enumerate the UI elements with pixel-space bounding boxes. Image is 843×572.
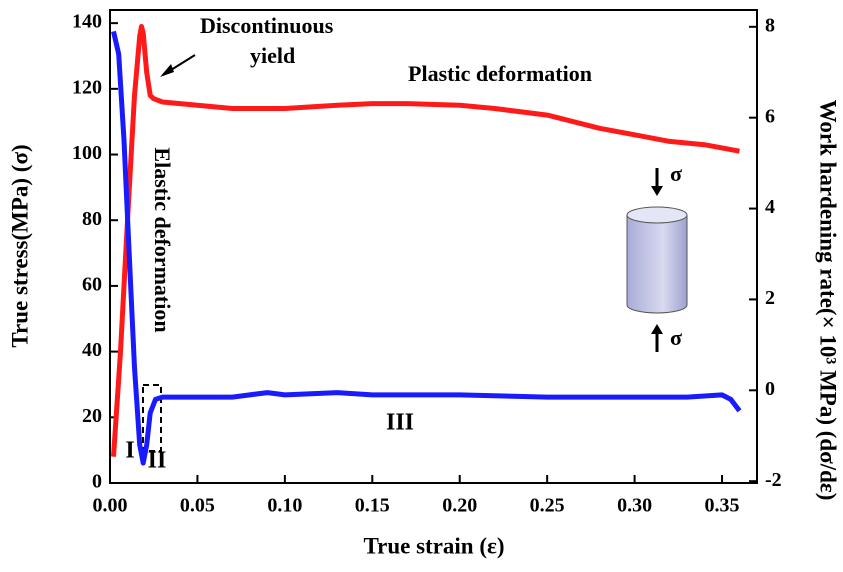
annotation: I — [125, 438, 134, 464]
y-tick-label: 0 — [92, 471, 102, 493]
plot-frame — [109, 9, 758, 484]
force-arrow-head — [651, 186, 663, 196]
y-tick-label: 20 — [82, 405, 102, 427]
y2-tick-label: 8 — [765, 14, 775, 36]
cylinder-top — [626, 206, 688, 224]
x-tick-label: 0.35 — [705, 495, 740, 517]
annotation: yield — [250, 43, 295, 68]
y2-tick-label: 2 — [765, 287, 775, 309]
x-axis-label: True strain (ε) — [364, 533, 505, 558]
y-tick-label: 40 — [82, 339, 102, 361]
x-tick-label: 0.10 — [267, 495, 302, 517]
x-tick-label: 0.30 — [617, 495, 652, 517]
arrow-head — [160, 64, 174, 77]
x-tick-label: 0.15 — [355, 495, 390, 517]
y-tick-label: 100 — [72, 142, 102, 164]
y2-tick-label: 0 — [765, 378, 775, 400]
annotation: σ — [670, 161, 682, 186]
y2-axis-label: Work hardening rate(× 10³ MPa) (dσ/dε) — [816, 100, 841, 501]
force-arrow-head — [651, 324, 663, 334]
y-tick-label: 120 — [72, 76, 102, 98]
line-series — [111, 30, 742, 466]
y-tick-label: 60 — [82, 274, 102, 296]
annotation: σ — [670, 325, 682, 350]
y2-tick-label: 6 — [765, 105, 775, 127]
cylinder — [626, 214, 688, 314]
annotation: Elastic deformation — [150, 147, 175, 332]
x-tick-label: 0.20 — [442, 495, 477, 517]
x-tick-label: 0.05 — [180, 495, 215, 517]
x-tick-label: 0.25 — [530, 495, 565, 517]
y-tick-label: 140 — [72, 11, 102, 33]
y2-tick-label: -2 — [765, 469, 782, 491]
annotation: Discontinuous — [200, 13, 334, 38]
x-tick-label: 0.00 — [93, 495, 128, 517]
annotation: III — [386, 410, 414, 436]
y-axis-label: True stress(MPa) (σ) — [7, 144, 32, 347]
annotation: II — [148, 448, 167, 474]
y-tick-label: 80 — [82, 208, 102, 230]
line-series — [111, 23, 740, 457]
dashed-box — [142, 384, 162, 452]
y2-tick-label: 4 — [765, 196, 775, 218]
annotation: Plastic deformation — [408, 61, 592, 86]
